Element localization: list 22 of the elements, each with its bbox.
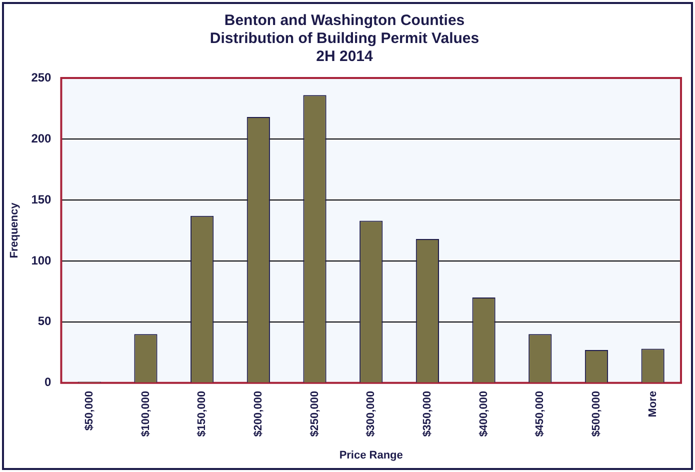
y-tick-label: 100 [31,253,52,268]
x-axis-title: Price Range [339,449,403,462]
x-tick-label: $500,000 [590,390,603,437]
y-tick-label: 200 [31,131,52,146]
text: 2H 2014 [316,48,373,66]
y-axis-title: Frequency [8,202,21,258]
x-tick-label: $300,000 [365,390,378,437]
y-tick-label: 50 [38,314,52,328]
y-tick-label: 250 [31,70,52,84]
x-tick-label: $50,000 [83,390,96,431]
x-tick-label: $250,000 [308,390,321,437]
x-tick-label: $150,000 [196,390,208,437]
x-tick-label: $350,000 [421,390,434,437]
y-tick-label: 0 [44,375,52,390]
x-tick-label: $450,000 [534,390,546,437]
x-tick-label: $100,000 [140,390,152,437]
text: Distribution of Building Permit Values [210,30,480,48]
text: Benton and Washington Counties [224,12,465,30]
x-tick-label: $200,000 [252,390,264,437]
y-tick-label: 150 [31,192,52,206]
x-tick-label: $400,000 [478,390,490,437]
x-tick-label: More [646,390,659,418]
